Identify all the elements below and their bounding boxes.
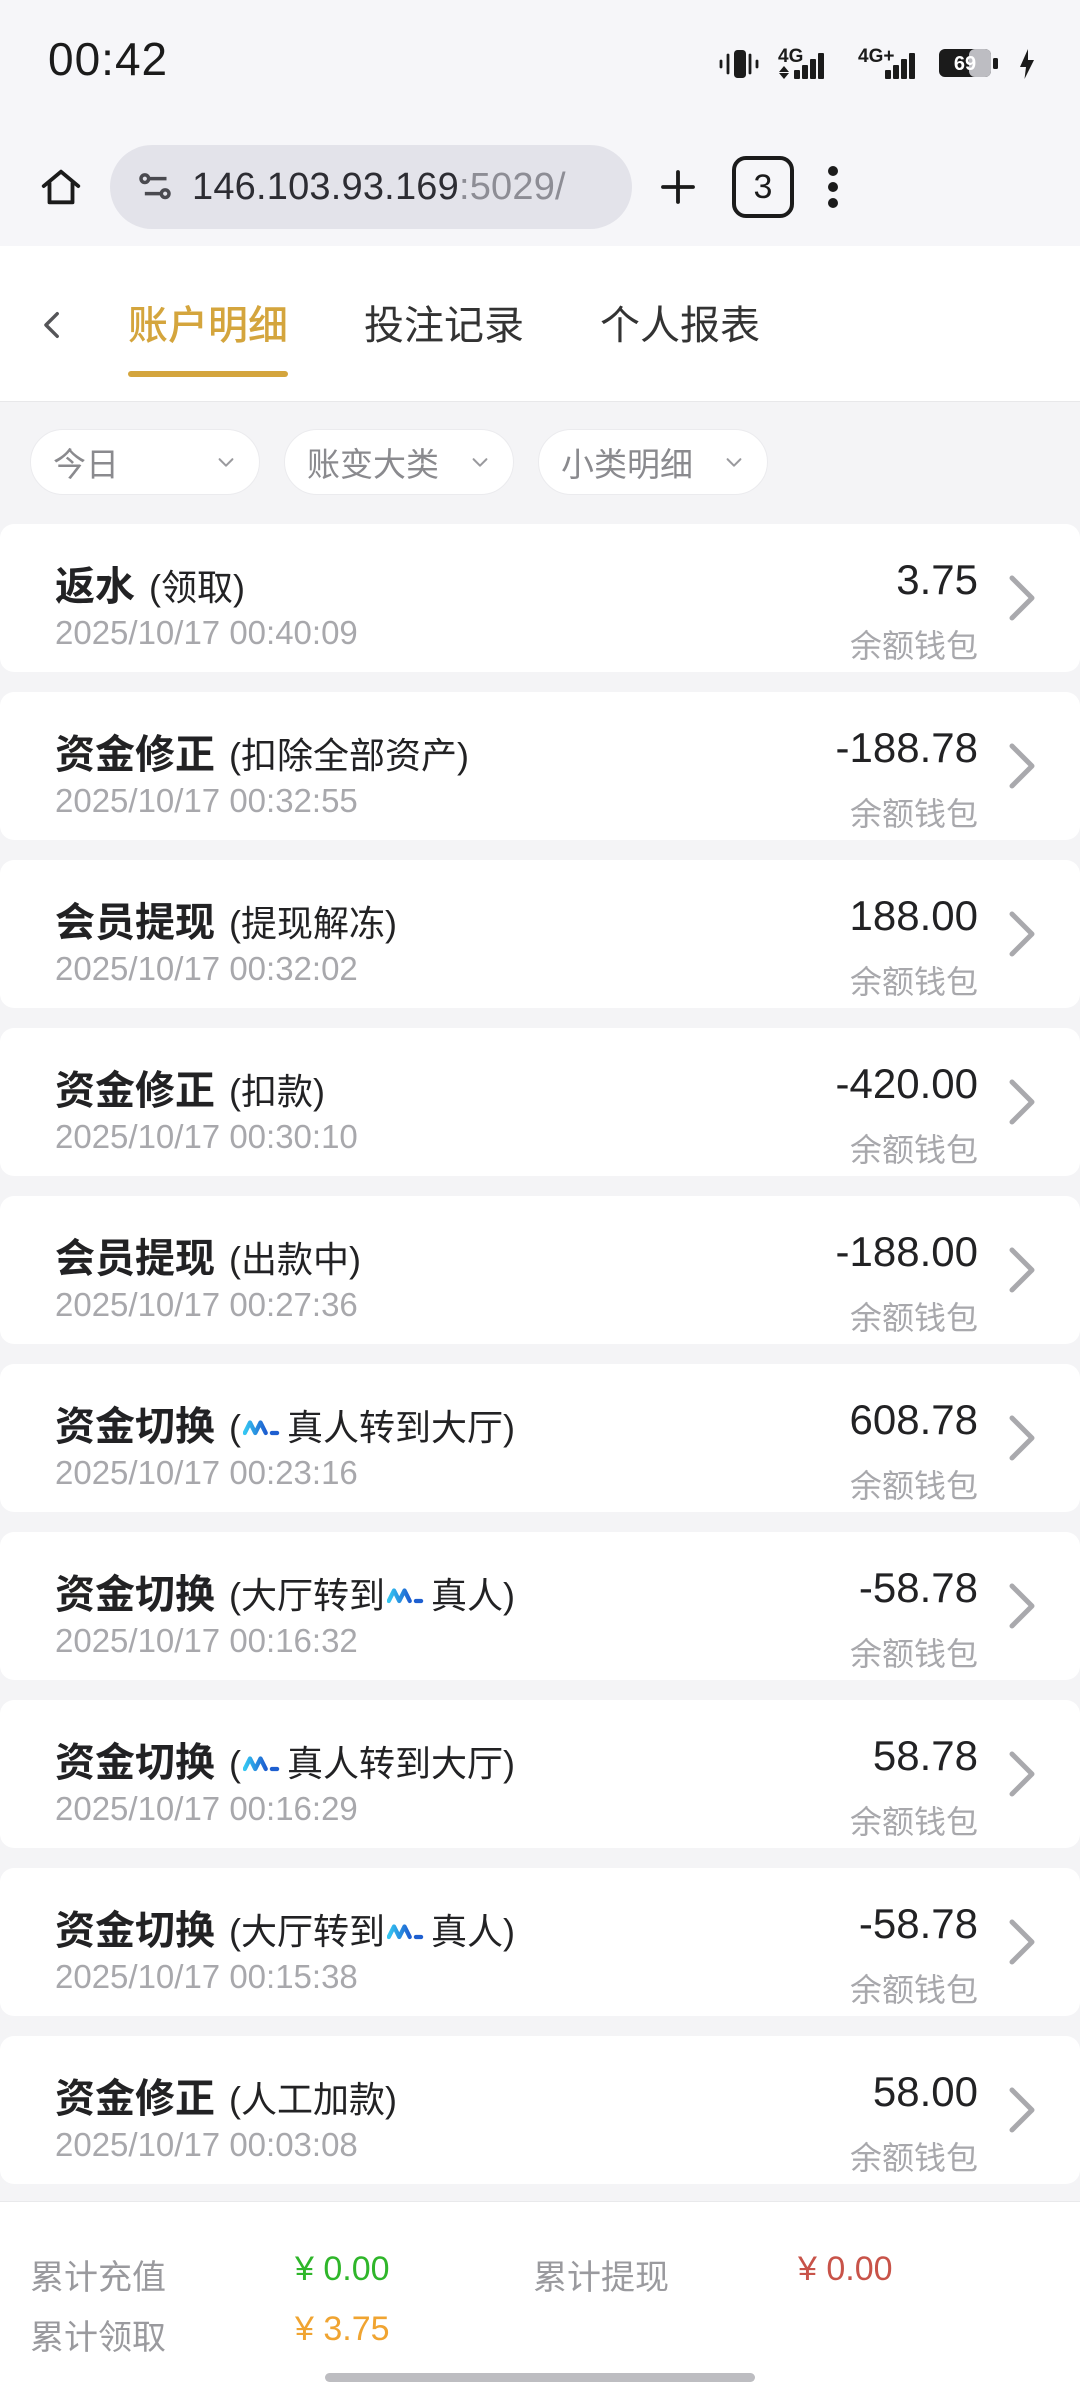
svg-text:4G+: 4G+ <box>858 47 894 67</box>
svg-text:69: 69 <box>954 53 976 75</box>
svg-text:4G: 4G <box>778 47 803 67</box>
